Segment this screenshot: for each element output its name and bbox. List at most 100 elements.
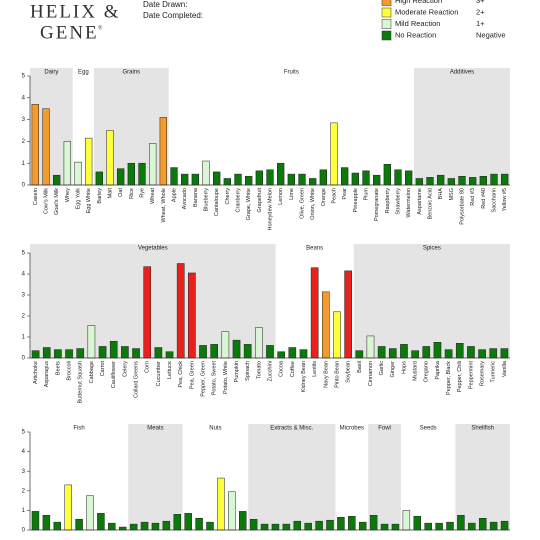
bar <box>191 173 199 186</box>
bar <box>344 270 352 359</box>
bar <box>138 162 146 186</box>
x-tick-label: Coffee <box>290 361 296 377</box>
x-tick-label: Lettuce <box>167 361 173 379</box>
legend-swatch <box>381 19 392 29</box>
bar <box>351 172 359 186</box>
x-tick-label: Grape, White <box>246 188 252 220</box>
bar <box>433 342 442 359</box>
bar <box>348 516 356 531</box>
bar <box>75 518 83 531</box>
x-tick-label: Cranberry <box>235 188 241 213</box>
x-tick-label: Olive, Green <box>299 188 305 219</box>
group-label: Additives <box>450 70 474 76</box>
bar <box>458 176 466 186</box>
x-tick-label: Hops <box>401 361 407 374</box>
x-tick-label: Rosemary <box>480 361 486 386</box>
bar <box>490 173 498 186</box>
x-tick-label: Mustard <box>413 361 419 381</box>
bar <box>310 267 319 359</box>
bar <box>210 344 219 359</box>
bar <box>109 340 118 359</box>
x-tick-label: Cherry <box>225 188 231 205</box>
x-tick-label: Red #40 <box>481 188 487 209</box>
bar <box>31 511 40 531</box>
y-tick-label: 2 <box>22 488 26 494</box>
bar <box>154 347 163 359</box>
bar <box>184 513 192 531</box>
bar <box>321 291 330 359</box>
bar <box>500 520 509 531</box>
bar <box>165 351 174 359</box>
legend-grade: 2+ <box>476 7 485 16</box>
date-drawn: Date Drawn: <box>143 0 187 9</box>
bar <box>400 344 408 359</box>
bar <box>132 348 140 359</box>
x-tick-label: Cucumber <box>156 361 162 387</box>
bar <box>330 122 338 186</box>
bar <box>478 517 487 531</box>
x-tick-label: Ginger <box>390 361 396 378</box>
x-tick-label: Soybean <box>346 361 352 383</box>
bar <box>31 350 40 359</box>
x-tick-label: Blueberry <box>203 188 209 212</box>
x-tick-label: Barley <box>97 188 103 204</box>
x-tick-label: Asparagus <box>44 361 50 388</box>
bar <box>411 350 419 359</box>
bar <box>54 349 62 359</box>
bar <box>309 178 317 186</box>
bar <box>255 170 263 186</box>
group-label: Extracts & Misc. <box>270 426 313 432</box>
group-label: Fish <box>73 426 84 432</box>
bar <box>170 167 178 186</box>
group-label: Dairy <box>44 70 58 76</box>
bar <box>188 272 196 359</box>
bar <box>468 522 476 531</box>
bar <box>121 346 129 359</box>
x-tick-label: Yellow #5 <box>502 188 508 211</box>
y-tick-label: 4 <box>22 95 26 101</box>
bar <box>478 349 486 359</box>
group-shade <box>414 68 510 185</box>
bar <box>391 523 400 531</box>
bar <box>469 177 477 186</box>
x-tick-label: Artichoke <box>33 361 39 384</box>
group-label: Nuts <box>209 426 221 432</box>
bar <box>31 104 39 186</box>
bar <box>489 348 498 359</box>
x-tick-label: Banana <box>193 187 199 207</box>
x-tick-label: Onion, White <box>310 188 316 220</box>
x-tick-label: Avocado <box>182 188 188 209</box>
y-tick-label: 2 <box>22 314 26 320</box>
legend-grade: 1+ <box>476 19 485 28</box>
group-label: Shellfish <box>471 426 494 432</box>
bar <box>199 345 207 359</box>
bar <box>501 173 509 186</box>
x-tick-label: Pea, Green <box>189 361 195 389</box>
x-tick-label: Plum <box>363 188 369 201</box>
x-tick-label: Cow's Milk <box>43 188 49 214</box>
bar <box>304 522 312 531</box>
y-tick-label: 3 <box>22 293 26 299</box>
bar <box>319 169 327 186</box>
bar <box>288 347 297 359</box>
bar <box>53 174 61 186</box>
group-label: Fruits <box>284 70 299 76</box>
group-shade <box>353 244 510 358</box>
bar <box>232 339 241 359</box>
x-tick-label: Pear <box>342 188 348 200</box>
bar <box>266 169 274 186</box>
bar <box>467 346 475 359</box>
bar <box>238 511 247 531</box>
bar <box>234 173 242 186</box>
bar <box>277 351 285 359</box>
bar <box>202 160 210 186</box>
x-tick-label: Potato, White <box>223 361 229 394</box>
group-shade <box>368 424 401 530</box>
group-label: Vegetables <box>138 246 168 252</box>
x-tick-label: Red #3 <box>470 188 476 206</box>
bar <box>489 521 498 531</box>
x-tick-label: Grapefruit <box>257 188 263 213</box>
bar <box>341 167 349 186</box>
legend-label: Mild Reaction <box>395 19 440 28</box>
legend-grade: Negative <box>476 30 506 39</box>
